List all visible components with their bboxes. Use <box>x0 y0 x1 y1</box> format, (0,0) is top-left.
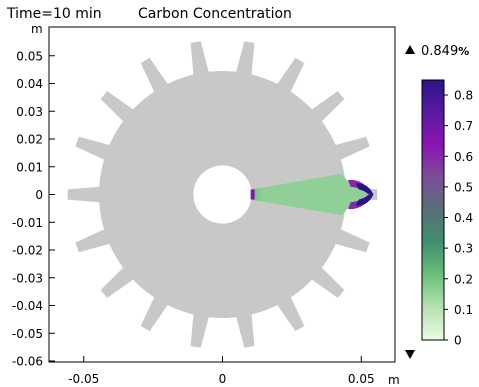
colorbar-tick-label: 0.3 <box>454 242 473 256</box>
y-tick-label: 0.05 <box>16 49 43 63</box>
time-label: Time=10 min <box>6 6 102 22</box>
colorbar-tick-label: 0.4 <box>454 211 473 225</box>
colorbar-tick-label: 0.8 <box>454 89 473 103</box>
y-tick-label: 0.04 <box>16 77 43 91</box>
colorbar: 0.849% 0.8 0.7 0.6 0.5 0.4 0.3 0.2 0.1 0 <box>405 44 473 359</box>
x-tick-label: -0.05 <box>68 372 99 386</box>
y-tick-label: -0.03 <box>12 271 43 285</box>
min-marker-icon <box>405 350 415 359</box>
y-tick-label: -0.06 <box>12 355 43 369</box>
colorbar-tick-label: 0.1 <box>454 303 473 317</box>
y-axis: 0.05 0.04 0.03 0.02 0.01 0 -0.01 -0.02 -0.03 -0.0… <box>12 49 55 369</box>
plot-area <box>67 41 378 348</box>
y-tick-label: 0.03 <box>16 105 43 119</box>
colorbar-tick-label: 0.6 <box>454 150 473 164</box>
x-axis-unit: m <box>388 373 400 387</box>
colorbar-tick-label: 0 <box>454 334 462 348</box>
colorbar-max-label: 0.849% <box>421 44 469 59</box>
y-tick-label: 0.02 <box>16 133 43 147</box>
colorbar-tick-label: 0.7 <box>454 119 473 133</box>
bore-boundary-strip <box>250 189 255 200</box>
y-tick-label: -0.01 <box>12 216 43 230</box>
colorbar-tick-label: 0.5 <box>454 180 473 194</box>
x-axis: -0.05 0 0.05 <box>68 356 375 386</box>
y-tick-label: 0.01 <box>16 160 43 174</box>
x-tick-label: 0 <box>219 372 227 386</box>
gear-shape <box>67 41 378 348</box>
x-tick-label: 0.05 <box>348 372 375 386</box>
colorbar-tick-label: 0.2 <box>454 272 473 286</box>
tip-high-concentration-inner <box>355 183 374 206</box>
concentration-sector <box>251 173 373 216</box>
y-axis-unit: m <box>31 22 43 36</box>
y-tick-label: -0.05 <box>12 327 43 341</box>
max-marker-icon <box>405 45 415 54</box>
colorbar-gradient <box>421 79 445 341</box>
y-tick-label: -0.02 <box>12 244 43 258</box>
y-tick-label: 0 <box>35 188 43 202</box>
colorbar-ticks: 0.8 0.7 0.6 0.5 0.4 0.3 0.2 0.1 0 <box>444 89 473 348</box>
plot-title: Carbon Concentration <box>138 6 292 22</box>
y-tick-label: -0.04 <box>12 299 43 313</box>
